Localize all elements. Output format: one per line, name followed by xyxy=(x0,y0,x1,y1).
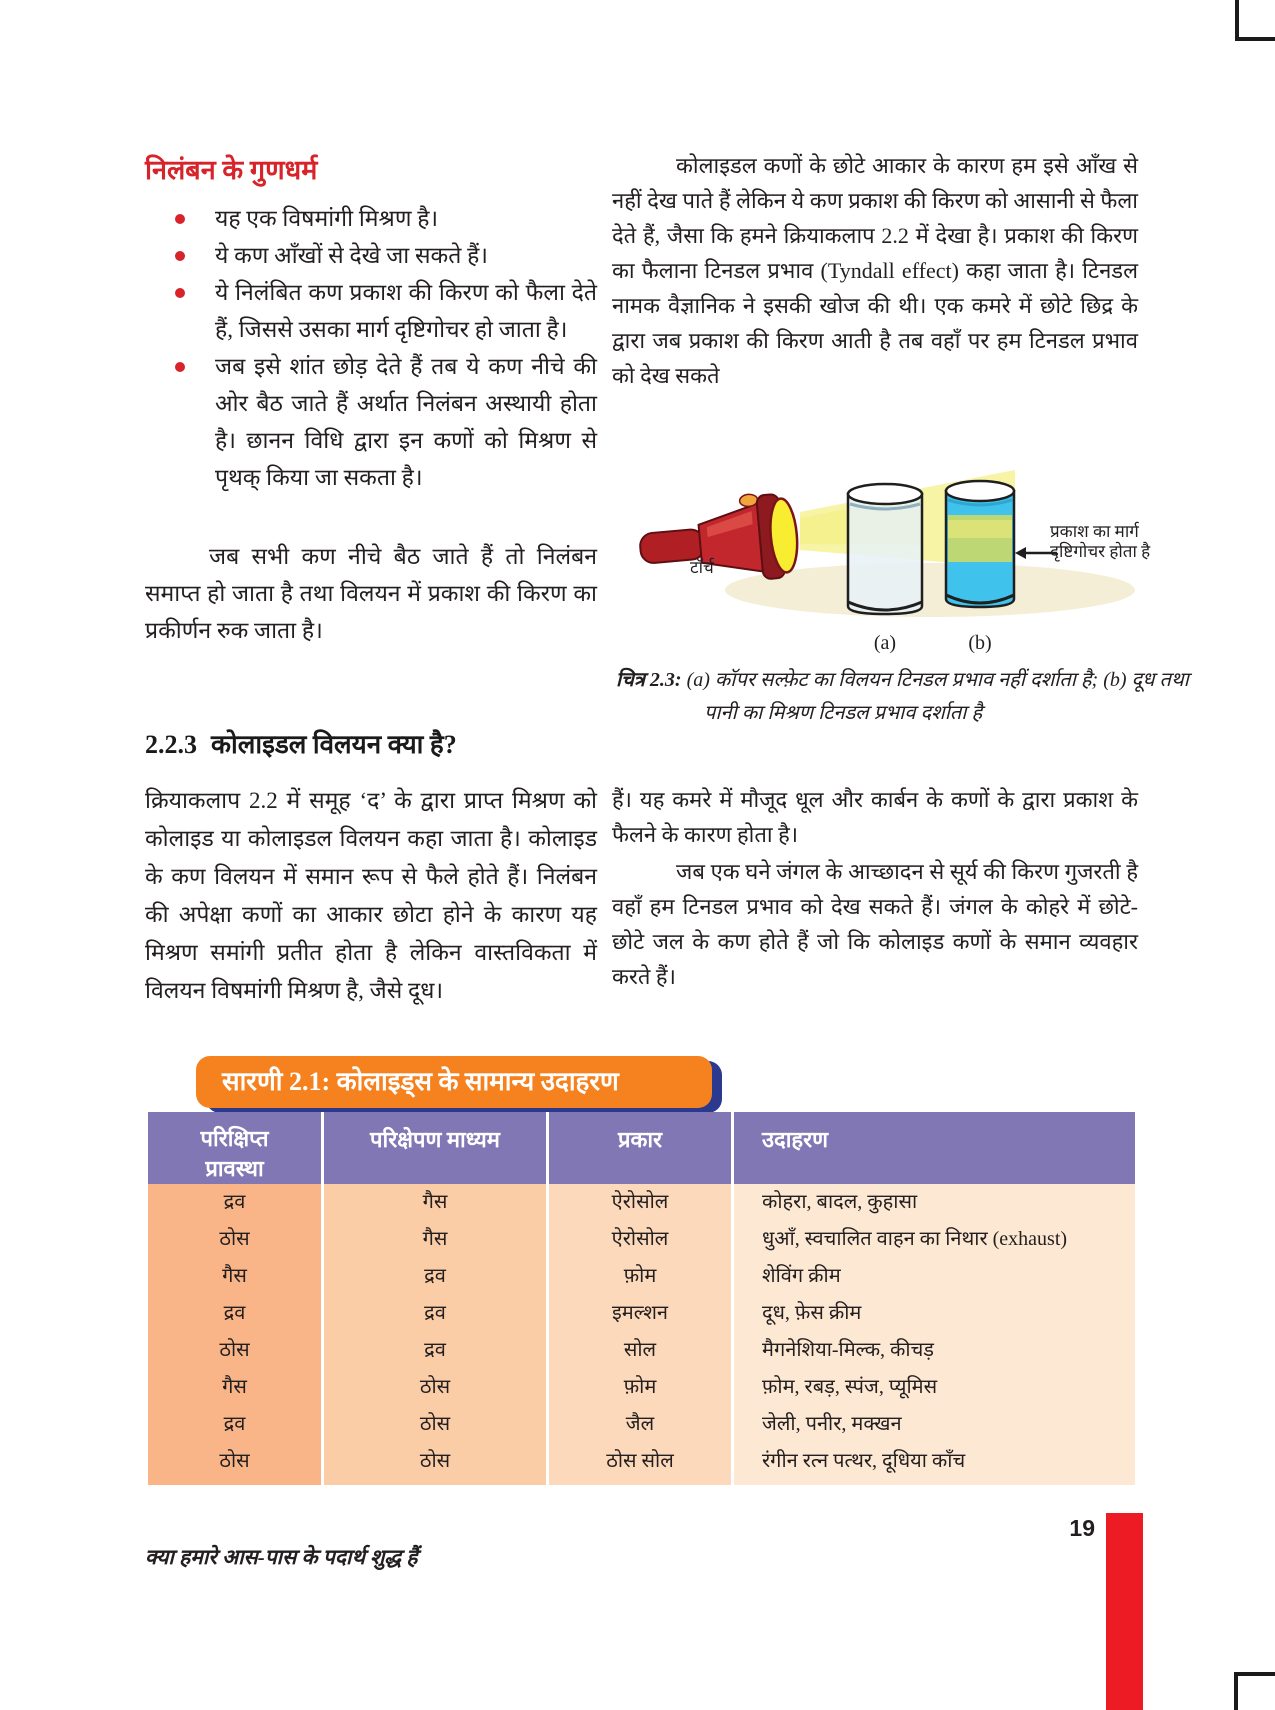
table-cell: द्रव xyxy=(148,1184,321,1221)
table-cell: गैस xyxy=(148,1369,321,1406)
table-cell: ऐरोसोल xyxy=(546,1184,731,1221)
figure-caption-text: (a) कॉपर सल्फ़ेट का विलयन टिनडल प्रभाव न… xyxy=(686,669,1189,724)
table-cell: फ़ोम, रबड़, स्पंज, प्यूमिस xyxy=(731,1369,1135,1406)
list-item-text: जब इसे शांत छोड़ देते हैं तब ये कण नीचे … xyxy=(215,354,597,490)
figure-label-b: (b) xyxy=(968,632,992,654)
table-header-text: परिक्षिप्त प्रावस्था xyxy=(200,1126,269,1181)
crop-mark-top-right xyxy=(1235,0,1275,41)
table-cell: ऐरोसोल xyxy=(546,1221,731,1258)
list-item: यह एक विषमांगी मिश्रण है। xyxy=(145,200,597,237)
table-cell: मैगनेशिया-मिल्क, कीचड़ xyxy=(731,1332,1135,1369)
page-edge-bar xyxy=(1106,1513,1143,1710)
list-item: जब इसे शांत छोड़ देते हैं तब ये कण नीचे … xyxy=(145,348,597,496)
table-cell: द्रव xyxy=(148,1406,321,1443)
light-path-label: प्रकाश का मार्ग दृष्टिगोचर होता है xyxy=(1050,522,1151,561)
table-cell: इमल्शन xyxy=(546,1295,731,1332)
footer-chapter-title: क्या हमारे आस-पास के पदार्थ शुद्ध हैं xyxy=(145,1545,418,1569)
table-cell: ठोस xyxy=(321,1406,546,1443)
table-cell: ठोस xyxy=(321,1369,546,1406)
tyndall-figure: टॉर्च प्रकाश का मार्ग दृष्टिगोचर होता है… xyxy=(612,440,1150,665)
figure-label-a: (a) xyxy=(873,632,897,654)
bullet-icon xyxy=(175,214,185,224)
floor-shadow xyxy=(725,563,1135,617)
tyndall-illustration xyxy=(639,470,1135,617)
figure-caption: चित्र 2.3: (a) कॉपर सल्फ़ेट का विलयन टिन… xyxy=(616,664,1226,730)
table-cell: रंगीन रत्न पत्थर, दूधिया काँच xyxy=(731,1443,1135,1485)
bullet-icon xyxy=(175,288,185,298)
list-item-text: ये निलंबित कण प्रकाश की किरण को फैला देत… xyxy=(215,280,597,342)
section-number: 2.2.3 xyxy=(145,730,197,759)
table-cell: कोहरा, बादल, कुहासा xyxy=(731,1184,1135,1221)
beaker-a-rim xyxy=(846,482,924,506)
table-cell: ठोस xyxy=(148,1221,321,1258)
table-cell: दूध, फ़ेस क्रीम xyxy=(731,1295,1135,1332)
table-header-cell: उदाहरण xyxy=(731,1112,1135,1184)
page-number: 19 xyxy=(1069,1515,1095,1541)
table-header-cell: परिक्षेपण माध्यम xyxy=(321,1112,546,1184)
arrow-head xyxy=(1015,547,1026,559)
table-cell: ठोस xyxy=(148,1443,321,1485)
table-cell: ठोस xyxy=(321,1443,546,1485)
suspension-properties-heading: निलंबन के गुणधर्म xyxy=(145,155,318,185)
suspension-paragraph: जब सभी कण नीचे बैठ जाते हैं तो निलंबन सम… xyxy=(145,544,597,643)
list-item: ये निलंबित कण प्रकाश की किरण को फैला देत… xyxy=(145,274,597,348)
table-cell: फ़ोम xyxy=(546,1369,731,1406)
table-cell: सोल xyxy=(546,1332,731,1369)
list-item: ये कण आँखों से देखे जा सकते हैं। xyxy=(145,237,597,274)
table-header-cell: प्रकार xyxy=(546,1112,731,1184)
dust-paragraph: हैं। यह कमरे में मौजूद धूल और कार्बन के … xyxy=(612,787,1138,847)
colloids-table: परिक्षिप्त प्रावस्था परिक्षेपण माध्यम प्… xyxy=(148,1112,1135,1485)
table-cell: द्रव xyxy=(148,1295,321,1332)
table-cell: द्रव xyxy=(321,1295,546,1332)
beaker-b-rim xyxy=(944,479,1016,503)
table-title-banner: सारणी 2.1: कोलाइड्स के सामान्य उदाहरण xyxy=(196,1056,712,1108)
beaker-a xyxy=(846,492,924,616)
torch-label: टॉर्च xyxy=(690,558,714,577)
section-heading: 2.2.3 कोलाइडल विलयन क्या है? xyxy=(145,725,615,761)
crop-mark-bottom-right xyxy=(1234,1672,1275,1710)
colloid-paragraph: क्रियाकलाप 2.2 में समूह ‘द’ के द्वारा प्… xyxy=(145,788,597,1003)
bullet-icon xyxy=(175,362,185,372)
list-item-text: यह एक विषमांगी मिश्रण है। xyxy=(215,206,439,231)
table-cell: ठोस सोल xyxy=(546,1443,731,1485)
section-title: कोलाइडल विलयन क्या है? xyxy=(211,730,457,759)
bullet-icon xyxy=(175,251,185,261)
table-cell: धुआँ, स्वचालित वाहन का निथार (exhaust) xyxy=(731,1221,1135,1258)
table-cell: गैस xyxy=(321,1184,546,1221)
table-cell: ठोस xyxy=(148,1332,321,1369)
torch-icon xyxy=(639,493,799,580)
list-item-text: ये कण आँखों से देखे जा सकते हैं। xyxy=(215,243,489,268)
table-cell: गैस xyxy=(321,1221,546,1258)
table-cell: शेविंग क्रीम xyxy=(731,1258,1135,1295)
table-cell: द्रव xyxy=(321,1332,546,1369)
suspension-properties-list: यह एक विषमांगी मिश्रण है। ये कण आँखों से… xyxy=(145,200,597,496)
forest-paragraph: जब एक घने जंगल के आच्छादन से सूर्य की कि… xyxy=(612,859,1138,989)
table-cell: जेली, पनीर, मक्खन xyxy=(731,1406,1135,1443)
table-cell: जैल xyxy=(546,1406,731,1443)
figure-caption-number: चित्र 2.3: xyxy=(616,669,682,691)
tyndall-paragraph: कोलाइडल कणों के छोटे आकार के कारण हम इसे… xyxy=(612,153,1138,388)
table-cell: द्रव xyxy=(321,1258,546,1295)
table-header-cell: परिक्षिप्त प्रावस्था xyxy=(148,1112,321,1184)
table-cell: गैस xyxy=(148,1258,321,1295)
table-cell: फ़ोम xyxy=(546,1258,731,1295)
